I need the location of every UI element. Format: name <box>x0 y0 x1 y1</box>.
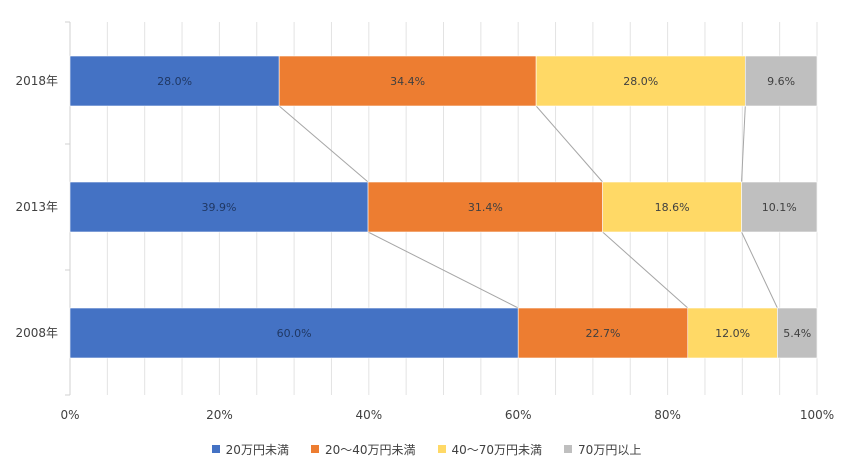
legend-label: 40〜70万円未満 <box>451 442 543 457</box>
bar-segment <box>278 55 537 107</box>
bar-segment <box>777 307 818 359</box>
category-label: 2018年 <box>15 74 58 88</box>
x-tick-label: 0% <box>60 408 79 422</box>
legend-swatch <box>310 445 319 453</box>
x-tick-label: 80% <box>654 408 681 422</box>
data-label: 10.1% <box>762 201 797 214</box>
series-line <box>278 105 369 183</box>
bar-segment <box>687 307 778 359</box>
data-label: 39.9% <box>202 201 237 214</box>
series-line <box>602 231 689 309</box>
bar-segment <box>69 181 369 233</box>
bar-segment <box>744 55 818 107</box>
data-label: 28.0% <box>623 75 658 88</box>
data-label: 31.4% <box>468 201 503 214</box>
category-label: 2013年 <box>15 200 58 214</box>
bar-segment <box>367 181 603 233</box>
legend-label: 20万円未満 <box>225 442 289 457</box>
legend-item: 20〜40万円未満 <box>310 441 416 458</box>
legend-item: 40〜70万円未満 <box>437 441 543 458</box>
data-label: 5.4% <box>783 327 811 340</box>
legend-item: 70万円以上 <box>564 441 641 458</box>
data-label: 18.6% <box>655 201 690 214</box>
data-label: 28.0% <box>157 75 192 88</box>
x-tick-label: 100% <box>800 408 834 422</box>
bar-segment <box>535 55 746 107</box>
legend-swatch <box>564 445 573 453</box>
bar-segment <box>602 181 742 233</box>
legend: 20万円未満 20〜40万円未満 40〜70万円未満 70万円以上 <box>0 437 853 461</box>
data-label: 34.4% <box>390 75 425 88</box>
series-line <box>535 105 603 183</box>
legend-item: 20万円未満 <box>211 441 289 458</box>
data-label: 12.0% <box>715 327 750 340</box>
legend-label: 70万円以上 <box>578 442 642 457</box>
series-line <box>367 231 519 309</box>
legend-swatch <box>211 445 220 453</box>
data-label: 9.6% <box>767 75 795 88</box>
bar-segment <box>69 55 280 107</box>
series-line <box>741 231 778 309</box>
bar-group: 60.0% 22.7% 12.0% 5.4% <box>69 307 818 359</box>
category-label: 2008年 <box>15 326 58 340</box>
x-tick-label: 60% <box>505 408 532 422</box>
legend-swatch <box>437 445 446 453</box>
series-lines <box>278 105 778 309</box>
data-label: 60.0% <box>277 327 312 340</box>
x-tick-label: 40% <box>355 408 382 422</box>
bar-segment <box>741 181 818 233</box>
bar-group: 28.0% 34.4% 28.0% 9.6% <box>69 55 818 107</box>
x-tick-label: 20% <box>206 408 233 422</box>
legend-label: 20〜40万円未満 <box>324 442 416 457</box>
bar-group: 39.9% 31.4% 18.6% 10.1% <box>69 181 818 233</box>
series-line <box>741 105 746 183</box>
data-label: 22.7% <box>586 327 621 340</box>
